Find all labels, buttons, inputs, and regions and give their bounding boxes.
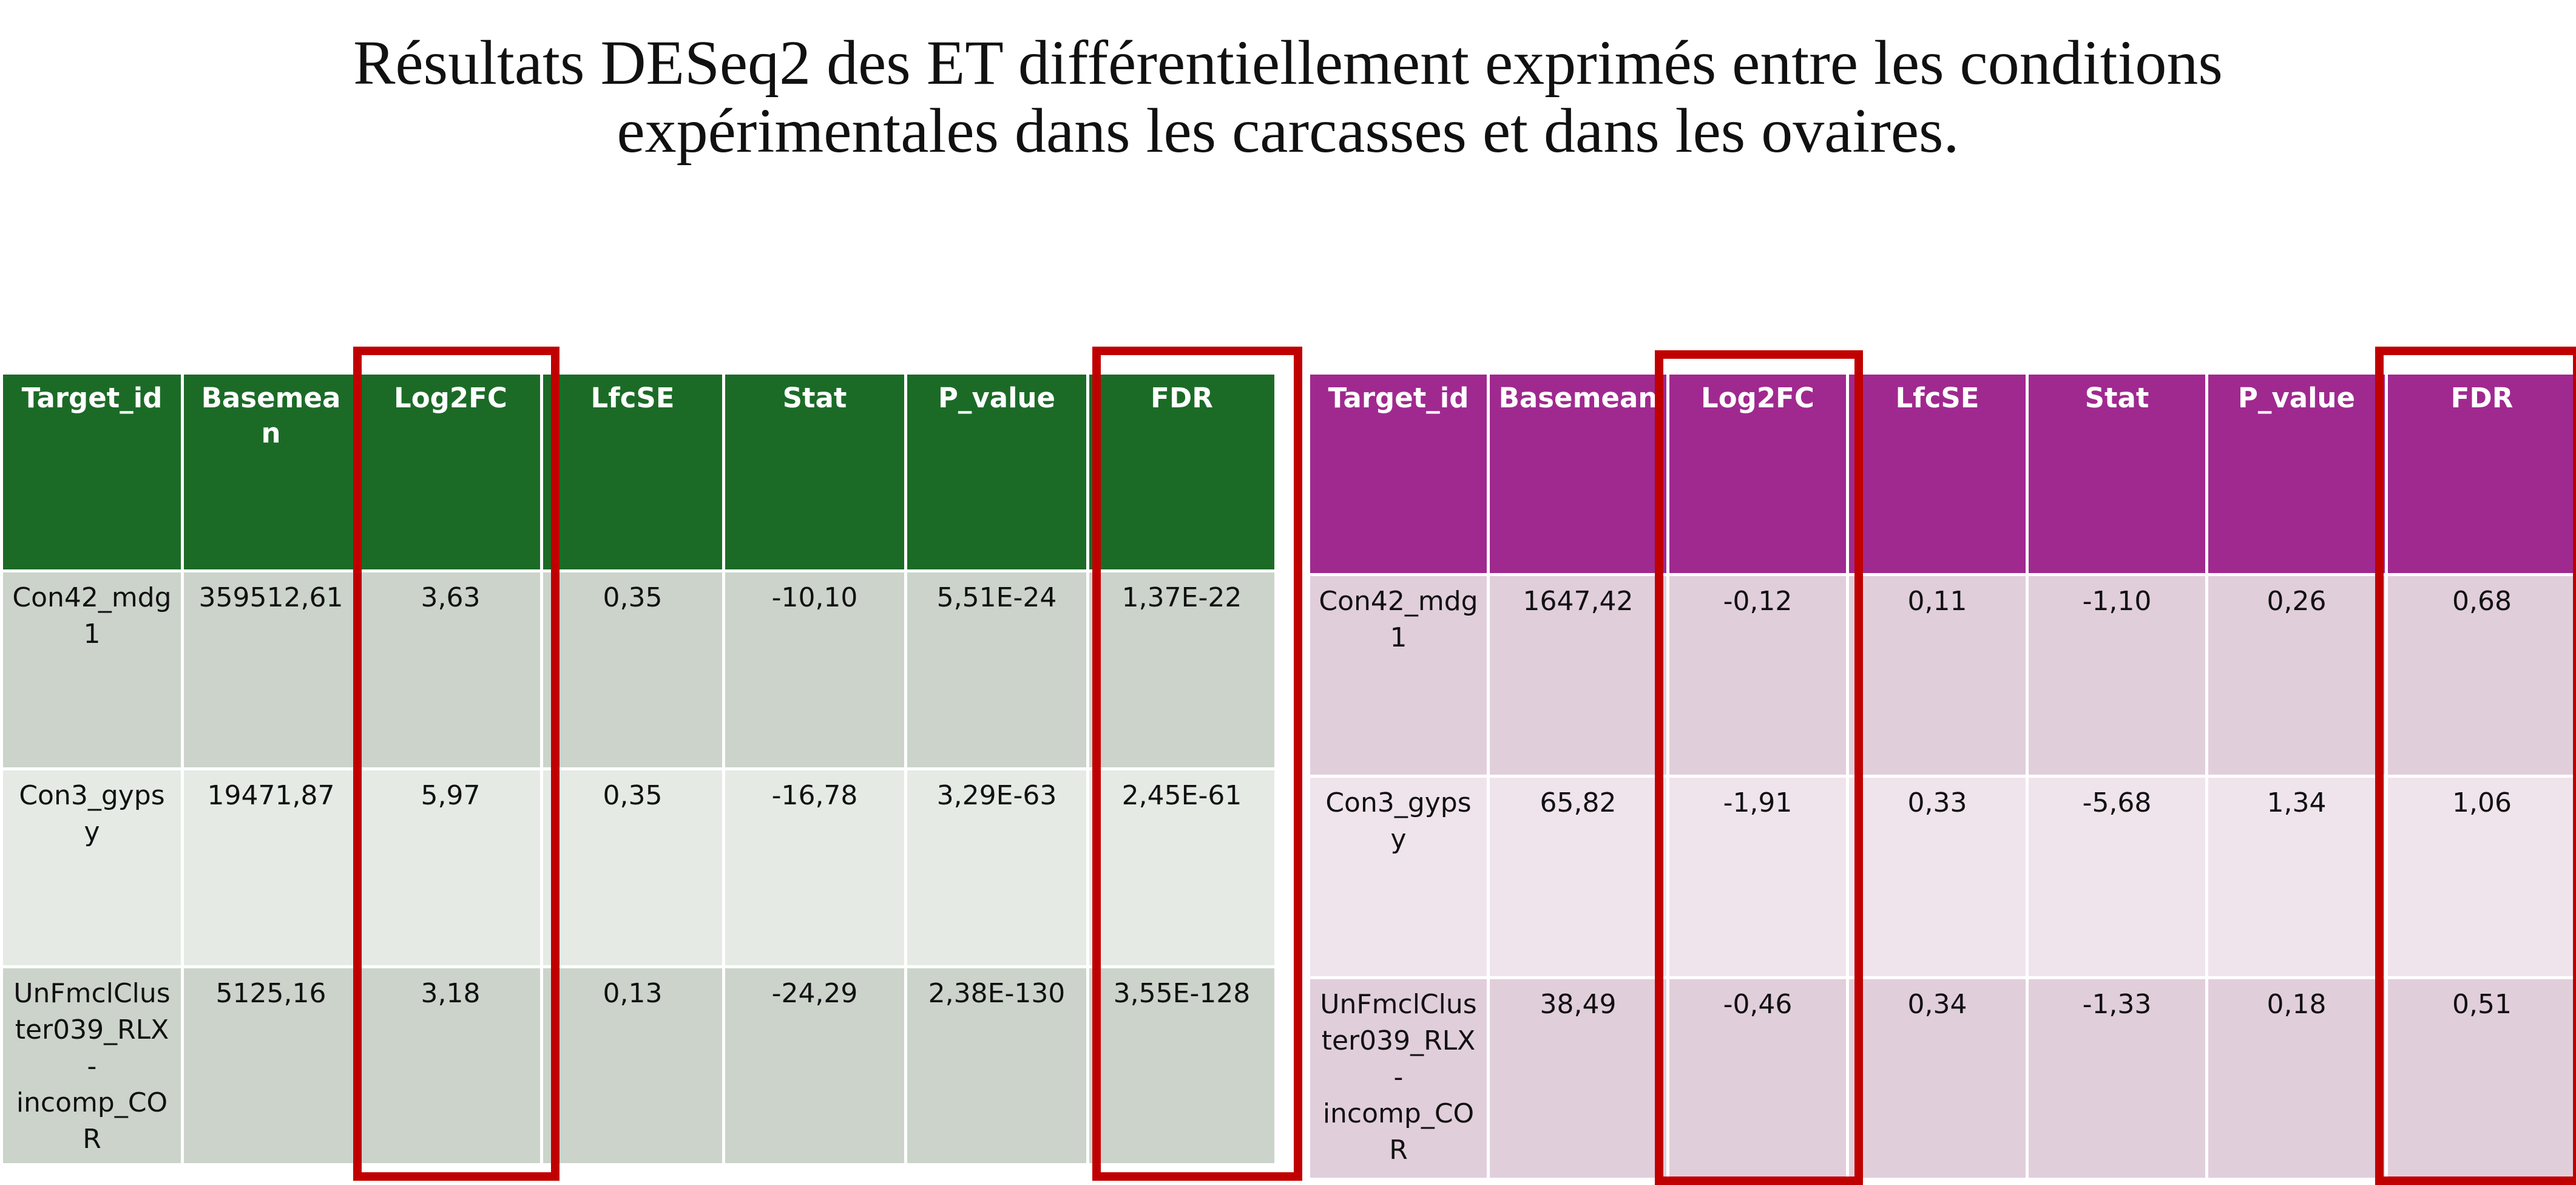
cell-stat: -5,68 xyxy=(2026,775,2208,979)
cell-basemean: 1647,42 xyxy=(1487,573,1669,778)
column-header-p-value: P_value xyxy=(2205,372,2388,576)
column-header-stat: Stat xyxy=(2026,372,2208,576)
column-header-p-value: P_value xyxy=(904,372,1089,572)
cell-stat: -1,10 xyxy=(2026,573,2208,778)
table-row: Con42_mdg1 1647,42 -0,12 0,11 -1,10 0,26… xyxy=(1307,573,2576,778)
column-header-stat: Stat xyxy=(722,372,907,572)
cell-lfcse: 0,35 xyxy=(540,767,725,968)
table-row: Con3_gypsy 19471,87 5,97 0,35 -16,78 3,2… xyxy=(0,767,1277,968)
column-header-lfcse: LfcSE xyxy=(1846,372,2029,576)
cell-lfcse: 0,34 xyxy=(1846,976,2029,1181)
cell-lfcse: 0,13 xyxy=(540,965,725,1166)
cell-basemean: 19471,87 xyxy=(181,767,361,968)
cell-log2fc: 3,63 xyxy=(358,569,543,770)
column-header-log2fc: Log2FC xyxy=(358,372,543,572)
column-header-log2fc: Log2FC xyxy=(1666,372,1849,576)
cell-stat: -16,78 xyxy=(722,767,907,968)
column-header-target-id: Target_id xyxy=(0,372,184,572)
column-header-target-id: Target_id xyxy=(1307,372,1490,576)
cell-p-value: 0,18 xyxy=(2205,976,2388,1181)
table-row: Con3_gypsy 65,82 -1,91 0,33 -5,68 1,34 1… xyxy=(1307,775,2576,979)
cell-log2fc: -0,46 xyxy=(1666,976,1849,1181)
slide-title-line-1: Résultats DESeq2 des ET différentielleme… xyxy=(353,28,2223,98)
column-header-basemean: Basemean xyxy=(181,372,361,572)
column-header-fdr: FDR xyxy=(1086,372,1277,572)
carcasses-results-table: Target_id Basemean Log2FC LfcSE Stat P_v… xyxy=(0,372,1277,1166)
cell-target-id: Con42_mdg1 xyxy=(1307,573,1490,778)
cell-log2fc: -0,12 xyxy=(1666,573,1849,778)
slide-title-line-2: expérimentales dans les carcasses et dan… xyxy=(617,96,1959,166)
cell-stat: -24,29 xyxy=(722,965,907,1166)
cell-log2fc: 3,18 xyxy=(358,965,543,1166)
cell-target-id: UnFmclCluster039_RLX-incomp_COR xyxy=(1307,976,1490,1181)
table-row: UnFmclCluster039_RLX-incomp_COR 38,49 -0… xyxy=(1307,976,2576,1181)
cell-p-value: 0,26 xyxy=(2205,573,2388,778)
cell-fdr: 0,51 xyxy=(2385,976,2576,1181)
ovaires-header-row: Target_id Basemean Log2FC LfcSE Stat P_v… xyxy=(1307,372,2576,576)
table-row: Con42_mdg1 359512,61 3,63 0,35 -10,10 5,… xyxy=(0,569,1277,770)
cell-fdr: 1,37E-22 xyxy=(1086,569,1277,770)
cell-target-id: Con3_gypsy xyxy=(0,767,184,968)
column-header-basemean: Basemean xyxy=(1487,372,1669,576)
cell-fdr: 2,45E-61 xyxy=(1086,767,1277,968)
cell-basemean: 65,82 xyxy=(1487,775,1669,979)
ovaires-results-table: Target_id Basemean Log2FC LfcSE Stat P_v… xyxy=(1307,372,2576,1181)
cell-fdr: 3,55E-128 xyxy=(1086,965,1277,1166)
cell-fdr: 1,06 xyxy=(2385,775,2576,979)
slide-title: Résultats DESeq2 des ET différentielleme… xyxy=(0,29,2576,165)
cell-p-value: 3,29E-63 xyxy=(904,767,1089,968)
cell-target-id: Con42_mdg1 xyxy=(0,569,184,770)
cell-lfcse: 0,33 xyxy=(1846,775,2029,979)
cell-basemean: 359512,61 xyxy=(181,569,361,770)
carcasses-header-row: Target_id Basemean Log2FC LfcSE Stat P_v… xyxy=(0,372,1277,572)
cell-target-id: Con3_gypsy xyxy=(1307,775,1490,979)
cell-lfcse: 0,35 xyxy=(540,569,725,770)
cell-lfcse: 0,11 xyxy=(1846,573,2029,778)
cell-log2fc: 5,97 xyxy=(358,767,543,968)
column-header-lfcse: LfcSE xyxy=(540,372,725,572)
cell-basemean: 38,49 xyxy=(1487,976,1669,1181)
cell-stat: -1,33 xyxy=(2026,976,2208,1181)
cell-target-id: UnFmclCluster039_RLX-incomp_COR xyxy=(0,965,184,1166)
cell-log2fc: -1,91 xyxy=(1666,775,1849,979)
cell-stat: -10,10 xyxy=(722,569,907,770)
cell-p-value: 2,38E-130 xyxy=(904,965,1089,1166)
cell-basemean: 5125,16 xyxy=(181,965,361,1166)
cell-p-value: 5,51E-24 xyxy=(904,569,1089,770)
cell-fdr: 0,68 xyxy=(2385,573,2576,778)
cell-p-value: 1,34 xyxy=(2205,775,2388,979)
column-header-fdr: FDR xyxy=(2385,372,2576,576)
table-row: UnFmclCluster039_RLX-incomp_COR 5125,16 … xyxy=(0,965,1277,1166)
